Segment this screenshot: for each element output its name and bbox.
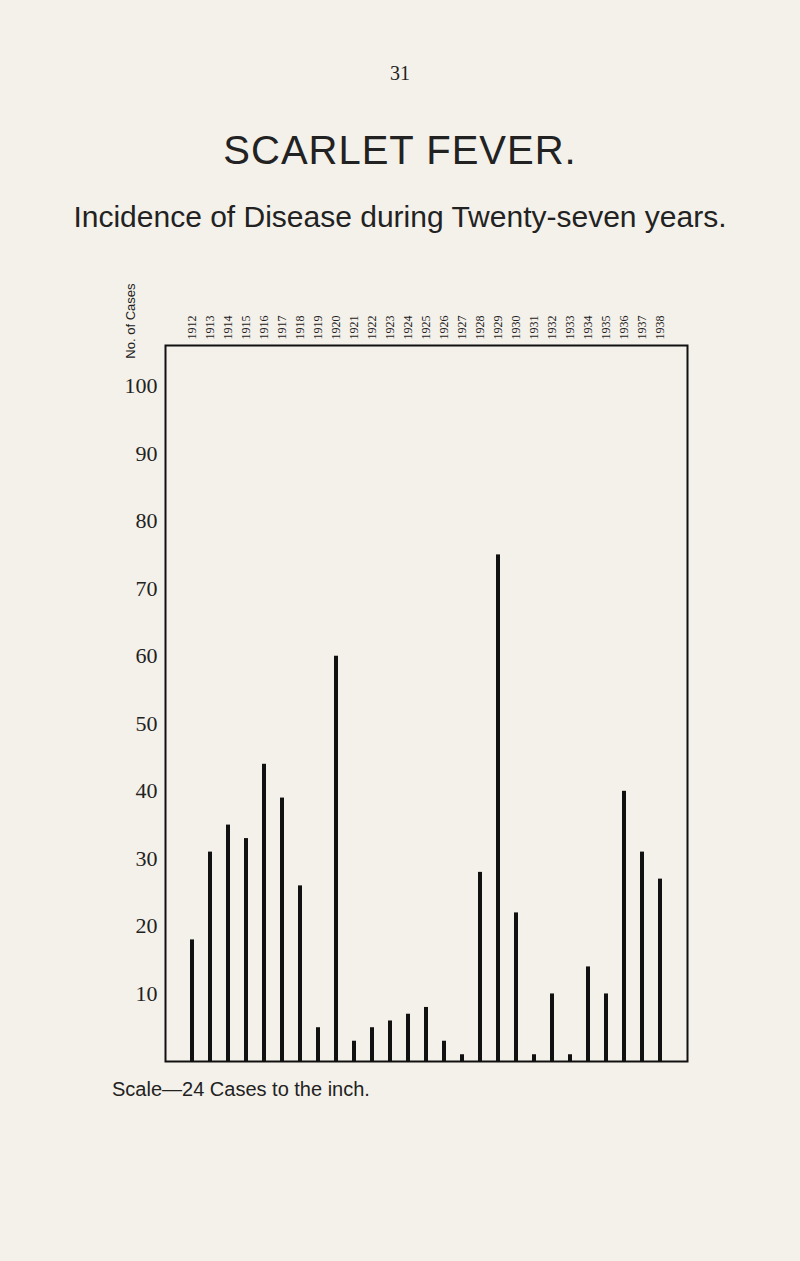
svg-text:1929: 1929	[491, 316, 505, 340]
svg-text:1912: 1912	[185, 316, 199, 340]
svg-text:1931: 1931	[527, 316, 541, 340]
svg-text:70: 70	[136, 576, 158, 601]
svg-text:1915: 1915	[239, 316, 253, 340]
svg-text:1930: 1930	[509, 316, 523, 340]
html-text:SCARLET FEVER.: SCARLET FEVER.	[223, 128, 577, 172]
html-text:31: 31	[390, 62, 410, 84]
svg-text:1927: 1927	[455, 316, 469, 340]
svg-text:50: 50	[136, 711, 158, 736]
svg-text:1925: 1925	[419, 316, 433, 340]
svg-text:1913: 1913	[203, 316, 217, 340]
svg-text:100: 100	[125, 373, 158, 398]
svg-text:1921: 1921	[347, 316, 361, 340]
svg-text:1919: 1919	[311, 316, 325, 340]
svg-text:20: 20	[136, 913, 158, 938]
svg-text:1923: 1923	[383, 316, 397, 340]
svg-text:1924: 1924	[401, 316, 415, 340]
html-text:Scale—24 Cases to the inch.: Scale—24 Cases to the inch.	[112, 1078, 370, 1100]
svg-text:60: 60	[136, 643, 158, 668]
svg-text:1933: 1933	[563, 316, 577, 340]
svg-text:40: 40	[136, 778, 158, 803]
svg-text:10: 10	[136, 981, 158, 1006]
svg-text:1918: 1918	[293, 316, 307, 340]
svg-text:90: 90	[136, 441, 158, 466]
svg-text:80: 80	[136, 508, 158, 533]
svg-text:30: 30	[136, 846, 158, 871]
svg-text:1935: 1935	[599, 316, 613, 340]
svg-text:1926: 1926	[437, 316, 451, 340]
html-text:Incidence of Disease during Tw: Incidence of Disease during Twenty-seven…	[73, 200, 727, 233]
svg-text:1928: 1928	[473, 316, 487, 340]
svg-text:No. of Cases: No. of Cases	[123, 283, 138, 359]
svg-text:1937: 1937	[635, 316, 649, 340]
svg-text:1914: 1914	[221, 316, 235, 340]
svg-text:1938: 1938	[653, 316, 667, 340]
svg-text:1934: 1934	[581, 316, 595, 340]
svg-text:1922: 1922	[365, 316, 379, 340]
svg-text:1916: 1916	[257, 316, 271, 340]
svg-text:1932: 1932	[545, 316, 559, 340]
svg-text:1917: 1917	[275, 316, 289, 340]
svg-text:1936: 1936	[617, 316, 631, 340]
svg-text:1920: 1920	[329, 316, 343, 340]
